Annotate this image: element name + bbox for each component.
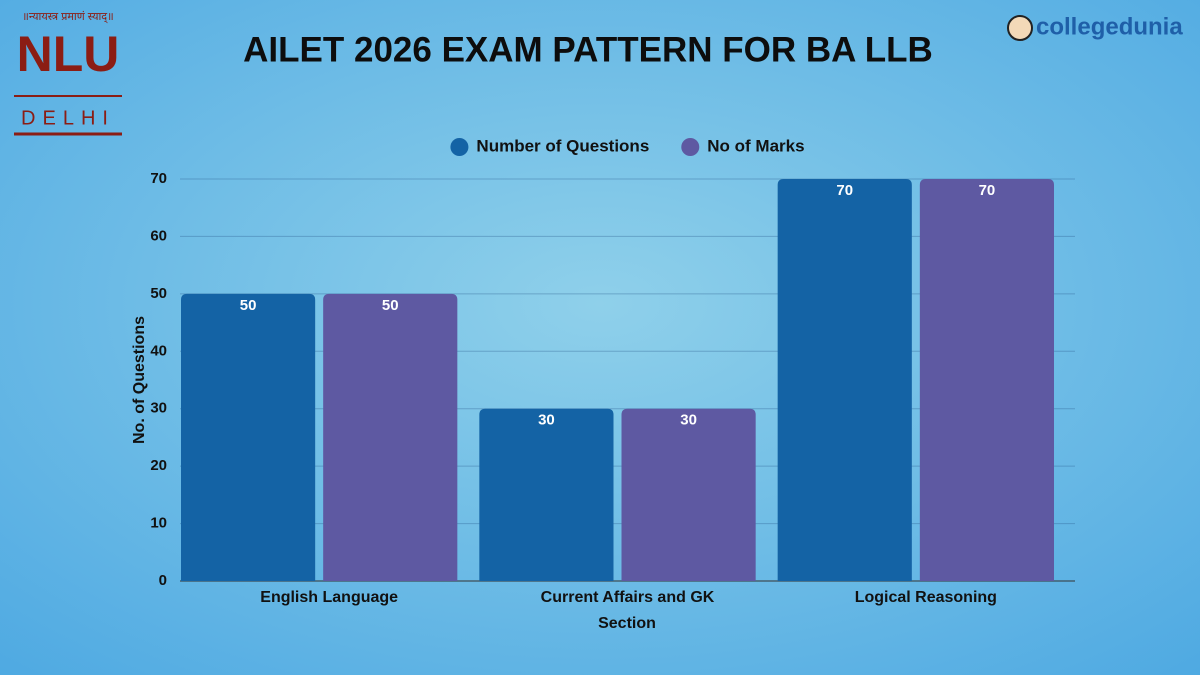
logo-name: NLU bbox=[17, 26, 120, 82]
legend-marker bbox=[681, 138, 700, 156]
bar bbox=[479, 408, 614, 581]
data-label: 70 bbox=[979, 182, 996, 199]
y-tick-label: 0 bbox=[159, 572, 167, 589]
data-label: 50 bbox=[382, 297, 399, 314]
y-tick-label: 20 bbox=[150, 457, 167, 474]
bar bbox=[621, 408, 756, 581]
y-tick-label: 50 bbox=[150, 285, 167, 302]
legend: Number of Questions No of Marks bbox=[450, 136, 805, 156]
data-label: 30 bbox=[538, 412, 555, 429]
brand-name: collegedunia bbox=[1036, 13, 1183, 40]
brand-icon bbox=[1007, 15, 1033, 41]
bar bbox=[323, 293, 458, 581]
nlu-logo: ॥न्यायस्त्र प्रमाणं स्याद्॥ NLU DELHI bbox=[14, 10, 122, 136]
logo-city: DELHI bbox=[21, 107, 115, 129]
y-tick-label: 60 bbox=[150, 227, 167, 244]
bar bbox=[777, 179, 912, 581]
legend-label: No of Marks bbox=[707, 136, 804, 155]
y-tick-label: 30 bbox=[150, 400, 167, 417]
x-tick-label: Current Affairs and GK bbox=[541, 589, 715, 606]
data-label: 50 bbox=[240, 297, 257, 314]
data-label: 70 bbox=[836, 182, 853, 199]
legend-marker bbox=[450, 138, 469, 156]
bar bbox=[919, 179, 1054, 581]
y-tick-label: 70 bbox=[150, 170, 167, 187]
x-tick-label: English Language bbox=[260, 589, 398, 606]
data-label: 30 bbox=[680, 412, 697, 429]
x-tick-label: Logical Reasoning bbox=[855, 589, 997, 606]
x-axis-title: Section bbox=[598, 615, 656, 632]
legend-label: Number of Questions bbox=[476, 136, 649, 155]
y-tick-label: 40 bbox=[150, 342, 167, 359]
bar bbox=[181, 293, 316, 581]
logo-motto: ॥न्यायस्त्र प्रमाणं स्याद्॥ bbox=[22, 10, 113, 23]
brand-logo: collegedunia bbox=[1007, 13, 1183, 41]
y-axis-title: No. of Questions bbox=[131, 316, 148, 444]
chart-title: AILET 2026 EXAM PATTERN FOR BA LLB bbox=[243, 30, 933, 69]
y-tick-label: 10 bbox=[150, 515, 167, 532]
